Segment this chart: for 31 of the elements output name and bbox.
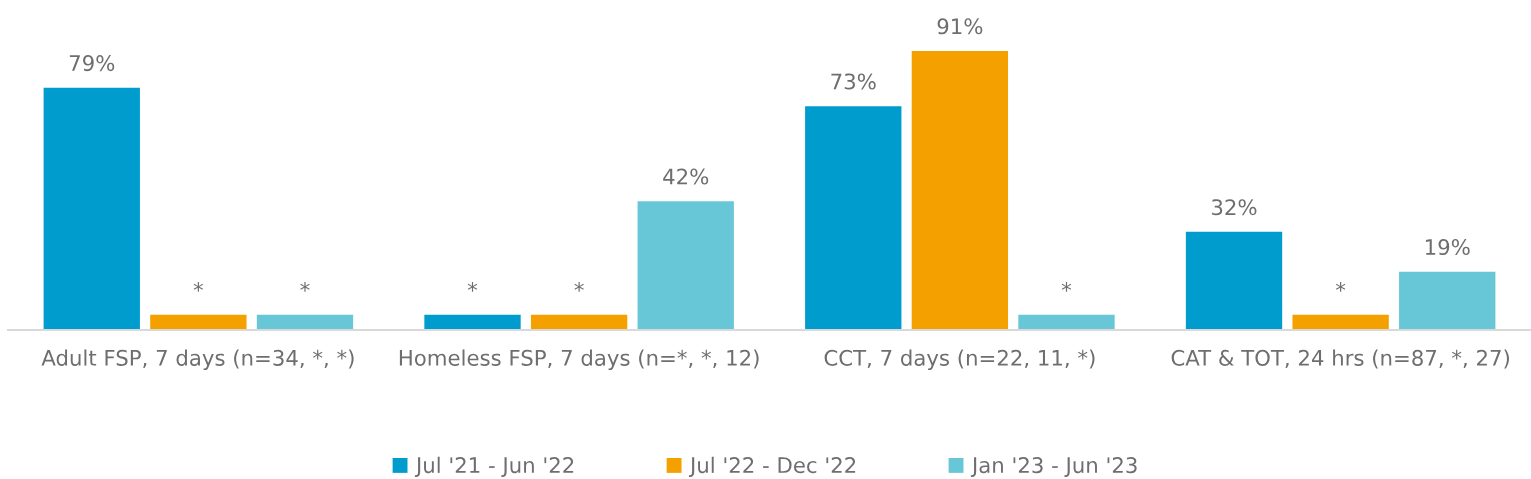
data-label: * [300,281,310,292]
legend-label: Jul '22 - Dec '22 [688,456,856,478]
bar [911,50,1009,330]
legend-label: Jul '21 - Jun '22 [414,456,574,478]
data-label: * [1335,281,1346,292]
x-tick-label: CCT, 7 days (n=22, 11, *) [824,349,1095,371]
bar [637,201,734,330]
data-label: 32% [1212,199,1257,216]
data-label: 79% [69,55,115,72]
x-tick-label: Homeless FSP, 7 days (n=*, *, 12) [399,349,759,371]
data-label: * [467,281,478,292]
legend-label: Jan '23 - Jun '23 [970,457,1137,478]
bar [256,314,354,330]
bar [43,87,140,330]
data-label: 73% [831,73,876,90]
bar [1185,231,1283,330]
bar [424,314,521,330]
x-tick-label: Adult FSP, 7 days (n=34, *, *) [41,349,354,371]
bar [1399,271,1496,330]
bar [1292,314,1389,330]
bar [1018,314,1115,330]
data-label: 42% [663,168,709,185]
bar [150,314,247,330]
data-label: * [574,281,584,292]
data-label: * [1061,281,1072,292]
data-label: 19% [1425,239,1470,256]
bar [530,314,628,330]
data-label: 91% [937,18,983,35]
bar [805,106,902,330]
x-tick-label: CAT & TOT, 24 hrs (n=87, *, 27) [1171,349,1509,369]
data-label: * [193,281,204,292]
